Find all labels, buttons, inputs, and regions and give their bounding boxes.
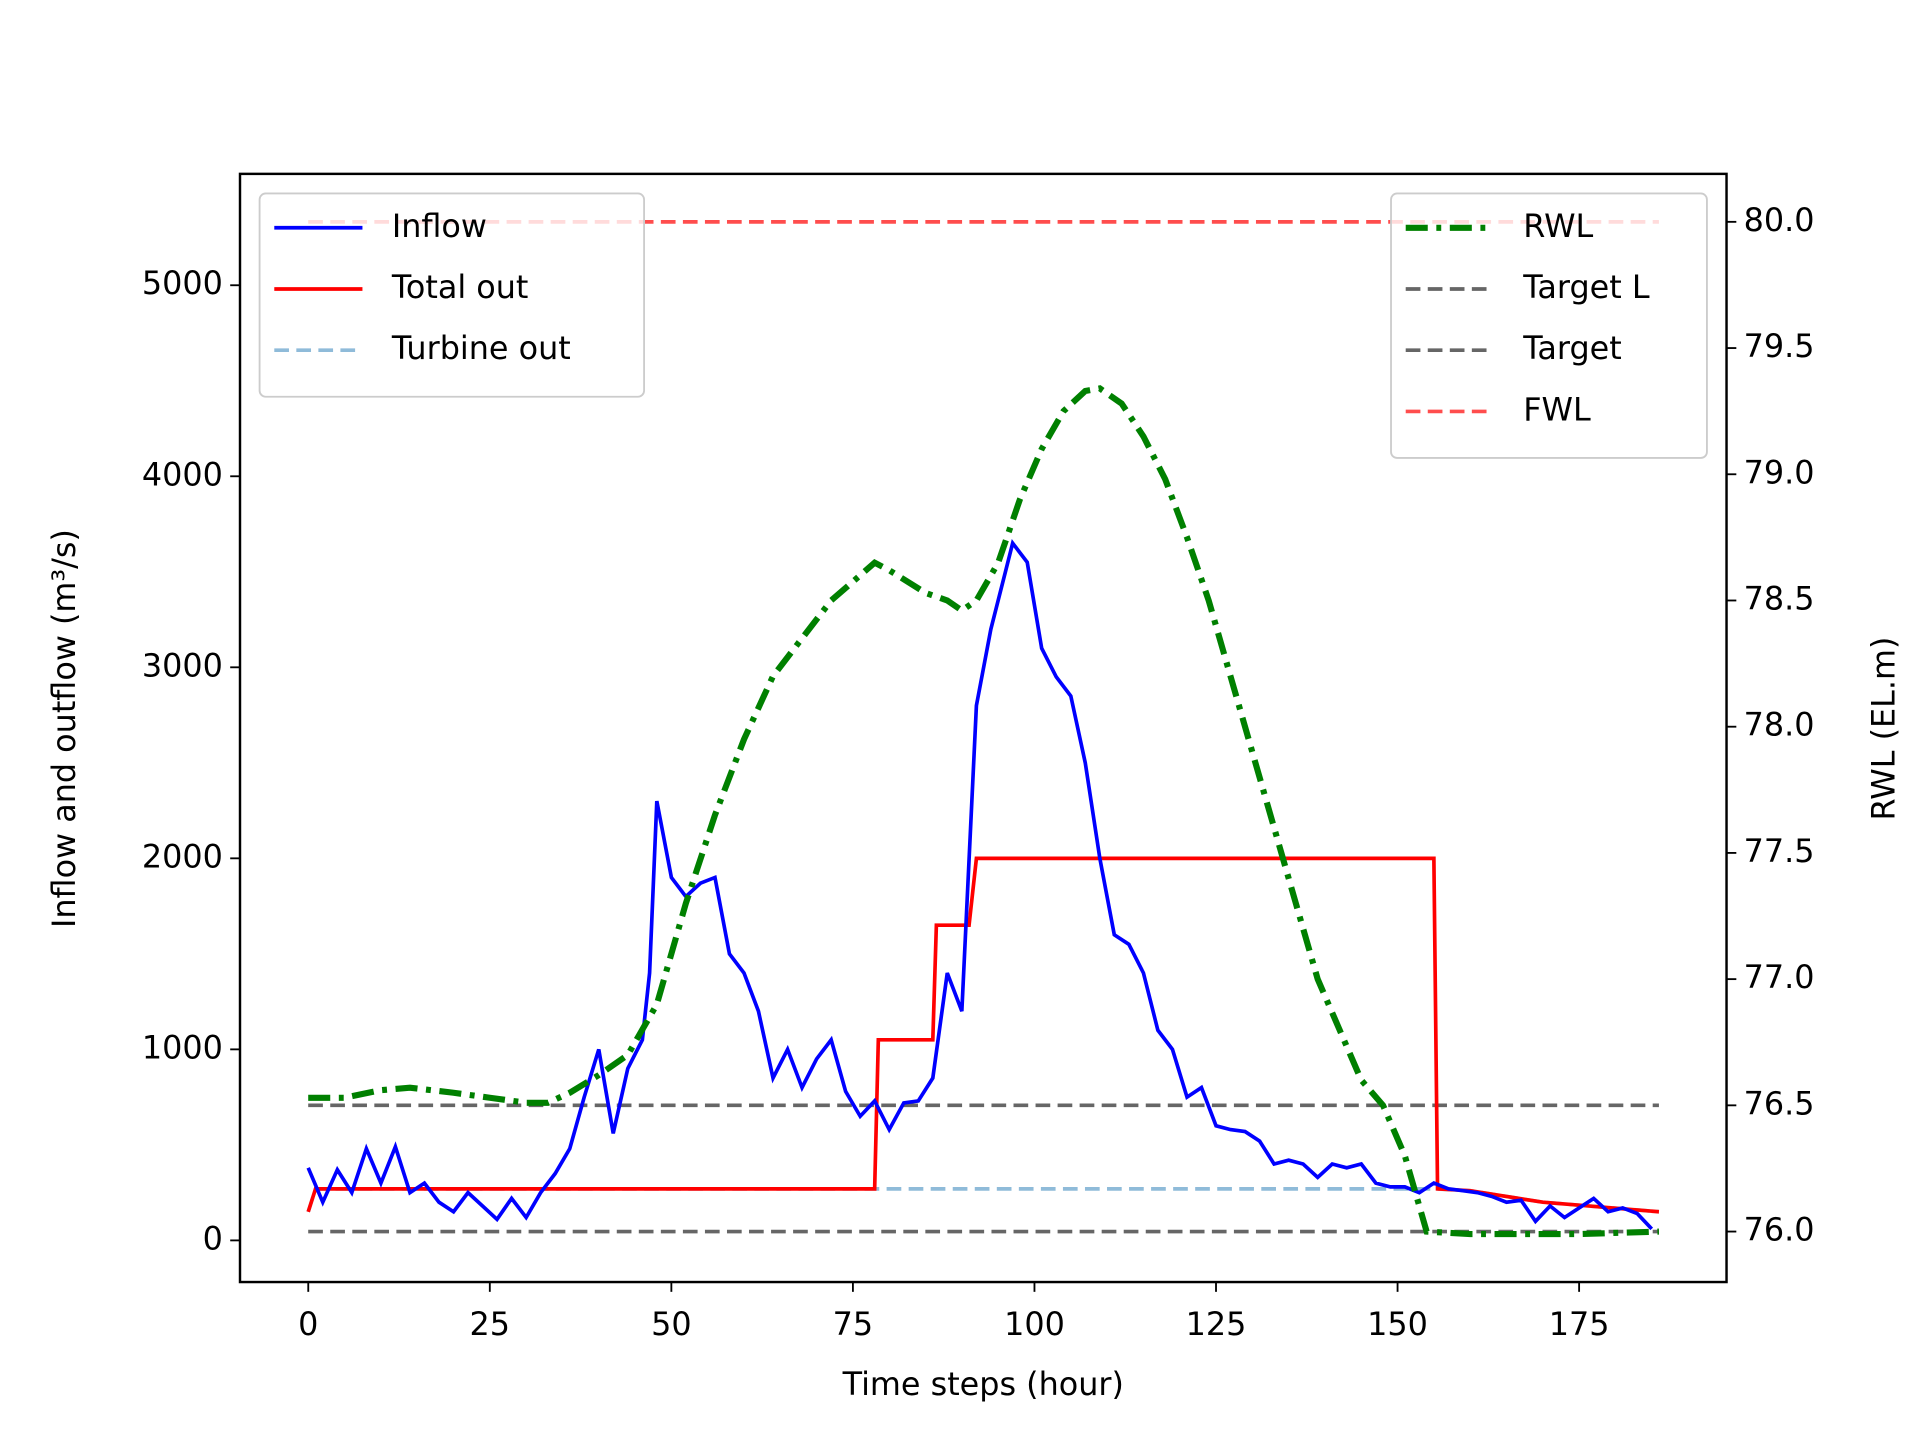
y2-tick-label: 79.5 bbox=[1744, 327, 1815, 365]
x-axis-label: Time steps (hour) bbox=[842, 1365, 1124, 1403]
x-tick-label: 125 bbox=[1186, 1305, 1247, 1343]
legend-box bbox=[1390, 192, 1708, 459]
legend-label: Target bbox=[1522, 329, 1621, 367]
y2-tick-label: 78.5 bbox=[1744, 579, 1815, 617]
y2-tick-label: 78.0 bbox=[1744, 706, 1815, 744]
legend-label: RWL bbox=[1523, 207, 1593, 245]
y2-tick-label: 76.5 bbox=[1744, 1084, 1815, 1122]
x-tick-label: 100 bbox=[1004, 1305, 1065, 1343]
x-tick-label: 50 bbox=[651, 1305, 692, 1343]
y2-tick-label: 76.0 bbox=[1744, 1211, 1815, 1249]
y2-tick-label: 77.5 bbox=[1744, 832, 1815, 870]
x-tick-label: 175 bbox=[1549, 1305, 1610, 1343]
y2-tick-label: 80.0 bbox=[1744, 201, 1815, 239]
y-tick-label: 2000 bbox=[142, 837, 223, 875]
y2-tick-label: 77.0 bbox=[1744, 958, 1815, 996]
legend-label: Total out bbox=[391, 268, 529, 306]
y-tick-label: 5000 bbox=[142, 264, 223, 302]
y-tick-label: 0 bbox=[203, 1219, 223, 1257]
y-axis-label: Inflow and outflow (m³/s) bbox=[45, 529, 83, 928]
x-tick-label: 150 bbox=[1367, 1305, 1428, 1343]
series-line bbox=[308, 385, 1660, 1238]
x-tick-label: 0 bbox=[298, 1305, 318, 1343]
y2-axis-label: RWL (EL.m) bbox=[1865, 637, 1903, 821]
x-tick-label: 75 bbox=[833, 1305, 874, 1343]
legend-label: Target L bbox=[1522, 268, 1650, 306]
series-line bbox=[306, 856, 1660, 1214]
legend-label: FWL bbox=[1523, 390, 1591, 428]
series-line bbox=[306, 539, 1654, 1231]
legend-label: Inflow bbox=[392, 207, 487, 245]
y2-tick-label: 79.0 bbox=[1744, 453, 1815, 491]
y-tick-label: 3000 bbox=[142, 646, 223, 684]
y-tick-label: 4000 bbox=[142, 455, 223, 493]
x-tick-label: 25 bbox=[470, 1305, 511, 1343]
legend-label: Turbine out bbox=[391, 329, 571, 367]
y-tick-label: 1000 bbox=[142, 1028, 223, 1066]
plot-frame bbox=[238, 172, 1728, 1284]
legend-box bbox=[258, 192, 645, 398]
